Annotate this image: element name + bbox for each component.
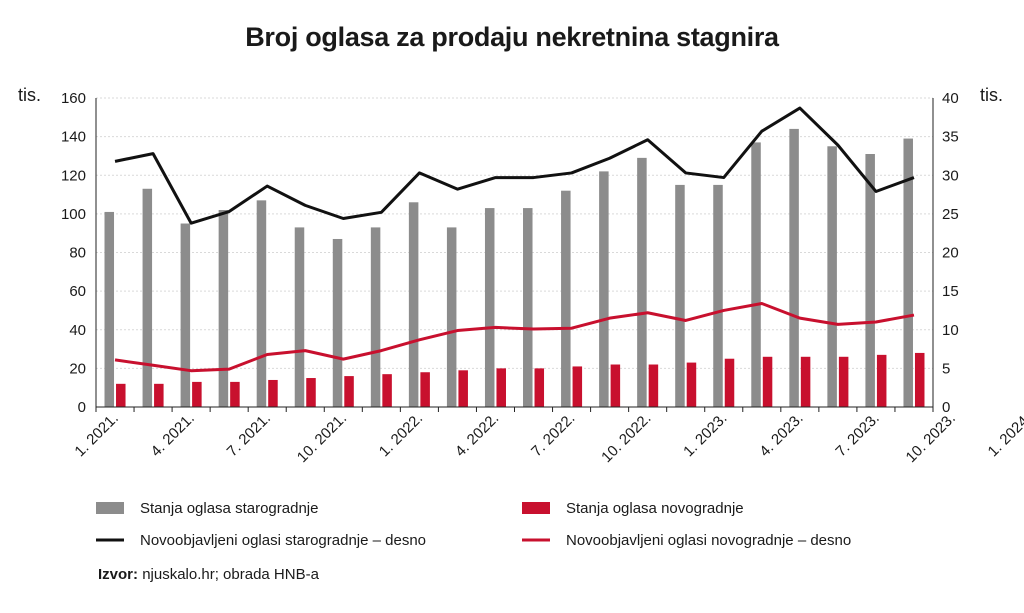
legend-label: Novoobjavljeni oglasi starogradnje – des… [140, 532, 426, 549]
x-tick-label: 7. 2021. [224, 410, 274, 460]
series-line [114, 301, 915, 373]
bar [268, 379, 278, 407]
x-tick-label: 10. 2022. [598, 410, 654, 466]
y-right-tick-label: 15 [942, 283, 959, 300]
bar [724, 358, 735, 407]
bar [637, 157, 647, 407]
y-left-tick-label: 80 [69, 245, 86, 262]
bar [408, 202, 419, 407]
y-left-tick-label: 120 [61, 167, 86, 184]
bar [256, 200, 267, 407]
x-tick-label: 1. 2021. [71, 410, 121, 460]
bar [762, 356, 773, 407]
bar [192, 381, 202, 407]
bar [572, 366, 583, 407]
y-right-tick-label: 20 [942, 245, 959, 262]
bar [306, 378, 316, 407]
x-tick-label: 7. 2023. [832, 410, 882, 460]
bar [496, 368, 506, 407]
legend-swatch [96, 502, 124, 514]
x-tick-label: 4. 2021. [148, 410, 198, 460]
bar [230, 381, 240, 407]
bar [751, 142, 761, 407]
bar [218, 210, 229, 407]
legend-label: Stanja oglasa novogradnje [566, 500, 744, 517]
bar [446, 227, 457, 407]
bar [370, 227, 381, 407]
source-note: Izvor: njuskalo.hr; obrada HNB-a [98, 566, 319, 583]
x-tick-label: 1. 2022. [376, 410, 426, 460]
bar [104, 211, 115, 407]
y-right-tick-label: 40 [942, 90, 959, 107]
bar [294, 227, 305, 407]
bar [180, 223, 191, 407]
x-tick-label: 1. 2024. [985, 410, 1024, 460]
bar [154, 383, 164, 407]
bar [648, 364, 659, 407]
bar [523, 208, 533, 407]
y-left-tick-label: 40 [69, 322, 86, 339]
y-left-tick-label: 100 [61, 206, 86, 223]
legend-label: Novoobjavljeni oglasi novogradnje – desn… [566, 532, 851, 549]
x-tick-label: 4. 2022. [452, 410, 502, 460]
y-right-tick-label: 35 [942, 129, 959, 146]
y-right-tick-label: 5 [942, 360, 950, 377]
x-tick-label: 1. 2023. [680, 410, 730, 460]
bar [610, 364, 621, 407]
bar [865, 154, 875, 407]
y-left-tick-label: 0 [78, 399, 86, 416]
bar [344, 376, 354, 407]
bar [686, 362, 697, 407]
bar [458, 370, 468, 407]
x-tick-label: 10. 2023. [903, 410, 959, 466]
source-label: Izvor: [98, 566, 139, 583]
y-left-tick-label: 160 [61, 90, 86, 107]
y-left-tick-label: 140 [61, 129, 86, 146]
x-tick-label: 10. 2021. [294, 410, 350, 466]
bar [827, 146, 837, 407]
bar [116, 383, 126, 407]
bar [675, 184, 685, 407]
lines [114, 106, 915, 373]
bars [104, 128, 925, 407]
bar [332, 238, 343, 407]
bar [713, 184, 723, 407]
bar [142, 188, 153, 407]
bar [800, 356, 811, 407]
y-left-tick-label: 20 [69, 360, 86, 377]
bar [914, 352, 925, 407]
bar [484, 208, 495, 407]
y-right-tick-label: 30 [942, 167, 959, 184]
bar [789, 128, 799, 407]
bar [876, 354, 887, 407]
bar [420, 372, 430, 407]
bar [903, 138, 913, 407]
y-left-unit: tis. [18, 85, 41, 105]
x-tick-label: 7. 2022. [528, 410, 578, 460]
bar [599, 171, 609, 407]
legend-label: Stanja oglasa starogradnje [140, 500, 318, 517]
bar [838, 356, 849, 407]
series-line [114, 106, 915, 225]
y-right-tick-label: 10 [942, 322, 959, 339]
bar [561, 190, 571, 407]
legend: Stanja oglasa starogradnje Stanja oglasa … [96, 500, 851, 549]
y-right-tick-label: 25 [942, 206, 959, 223]
y-right-tick-label: 0 [942, 399, 950, 416]
bar [534, 368, 545, 407]
y-right-unit: tis. [980, 85, 1003, 105]
x-tick-label: 4. 2023. [756, 410, 806, 460]
source-text: njuskalo.hr; obrada HNB-a [142, 566, 319, 583]
bar [382, 374, 392, 407]
chart-title: Broj oglasa za prodaju nekretnina stagni… [245, 22, 779, 52]
legend-swatch [522, 502, 550, 514]
y-left-tick-label: 60 [69, 283, 86, 300]
